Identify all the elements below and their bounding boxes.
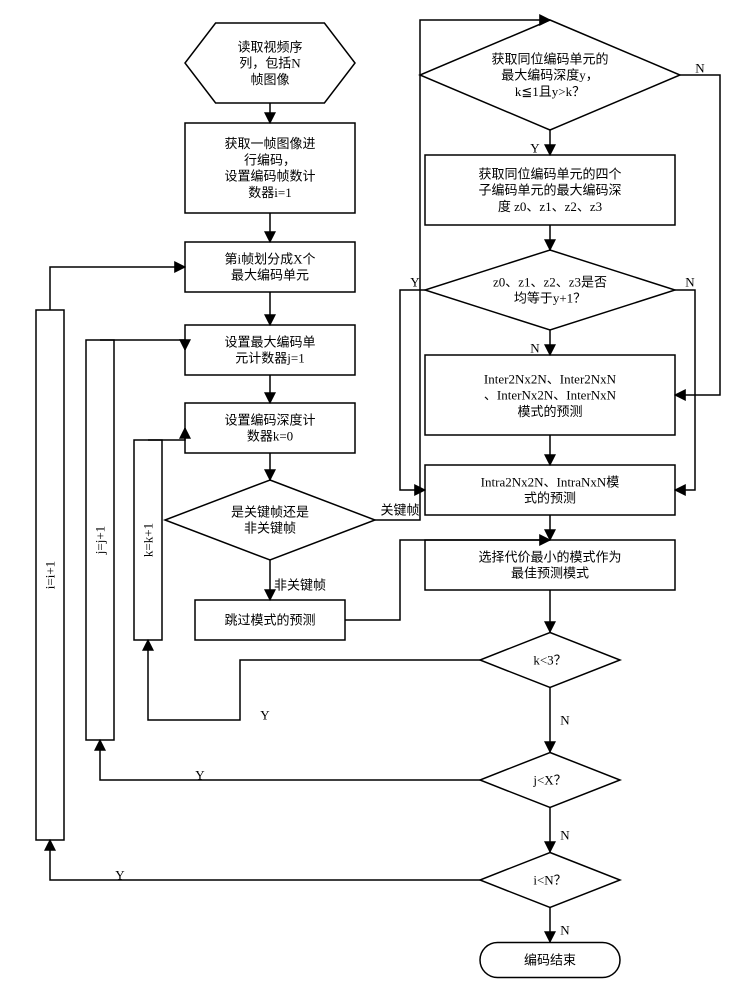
svg-text:数器k=0: 数器k=0: [247, 429, 293, 444]
svg-text:设置编码帧数计: 设置编码帧数计: [224, 169, 315, 184]
svg-text:获取一帧图像进: 获取一帧图像进: [224, 136, 315, 151]
svg-text:子编码单元的最大编码深: 子编码单元的最大编码深: [478, 183, 621, 198]
svg-text:最佳预测模式: 最佳预测模式: [511, 566, 589, 581]
svg-text:行编码，: 行编码，: [244, 152, 296, 167]
svg-text:度 z0、z1、z2、z3: 度 z0、z1、z2、z3: [498, 199, 602, 214]
svg-text:Y: Y: [530, 141, 540, 156]
svg-text:元计数器j=1: 元计数器j=1: [235, 351, 304, 366]
svg-text:N: N: [560, 923, 570, 938]
svg-text:第i帧划分成X个: 第i帧划分成X个: [224, 251, 315, 266]
svg-text:关键帧: 关键帧: [380, 503, 419, 518]
svg-text:获取同位编码单元的四个: 获取同位编码单元的四个: [478, 166, 621, 181]
svg-text:N: N: [695, 61, 705, 76]
svg-text:Inter2Nx2N、Inter2NxN: Inter2Nx2N、Inter2NxN: [484, 371, 617, 386]
svg-text:最大编码深度y，: 最大编码深度y，: [501, 68, 599, 83]
svg-text:最大编码单元: 最大编码单元: [231, 268, 309, 283]
svg-text:N: N: [560, 828, 570, 843]
svg-text:设置编码深度计: 设置编码深度计: [224, 412, 315, 427]
svg-text:k<3？: k<3？: [533, 653, 566, 668]
svg-text:Y: Y: [195, 768, 205, 783]
svg-text:Y: Y: [410, 275, 420, 290]
svg-text:获取同位编码单元的: 获取同位编码单元的: [491, 51, 608, 66]
svg-text:模式的预测: 模式的预测: [517, 404, 582, 419]
svg-text:k≦1且y>k？: k≦1且y>k？: [515, 84, 585, 99]
svg-text:Y: Y: [115, 868, 125, 883]
svg-text:列，包括N: 列，包括N: [239, 56, 301, 71]
svg-text:N: N: [685, 275, 695, 290]
svg-text:N: N: [560, 713, 570, 728]
svg-text:选择代价最小的模式作为: 选择代价最小的模式作为: [478, 549, 621, 564]
svg-text:设置最大编码单: 设置最大编码单: [224, 334, 315, 349]
svg-text:数器i=1: 数器i=1: [248, 185, 291, 200]
svg-text:非关键帧: 非关键帧: [244, 521, 296, 536]
svg-text:Intra2Nx2N、IntraNxN模: Intra2Nx2N、IntraNxN模: [481, 474, 620, 489]
svg-text:j<X？: j<X？: [532, 773, 566, 788]
svg-text:非关键帧: 非关键帧: [274, 578, 326, 593]
svg-text:j=j+1: j=j+1: [93, 526, 108, 555]
svg-text:z0、z1、z2、z3是否: z0、z1、z2、z3是否: [493, 274, 607, 289]
svg-text:式的预测: 式的预测: [524, 491, 576, 506]
svg-text:i<N？: i<N？: [533, 873, 566, 888]
svg-text:均等于y+1？: 均等于y+1？: [514, 291, 586, 306]
svg-text:k=k+1: k=k+1: [141, 523, 156, 557]
svg-text:N: N: [530, 341, 540, 356]
svg-text:读取视频序: 读取视频序: [237, 39, 302, 54]
svg-text:是关键帧还是: 是关键帧还是: [231, 504, 309, 519]
svg-text:帧图像: 帧图像: [250, 72, 289, 87]
svg-text:跳过模式的预测: 跳过模式的预测: [224, 613, 315, 628]
svg-text:i=i+1: i=i+1: [43, 561, 58, 589]
svg-text:、InterNx2N、InterNxN: 、InterNx2N、InterNxN: [484, 388, 617, 403]
svg-text:编码结束: 编码结束: [524, 953, 576, 968]
svg-text:Y: Y: [260, 708, 270, 723]
